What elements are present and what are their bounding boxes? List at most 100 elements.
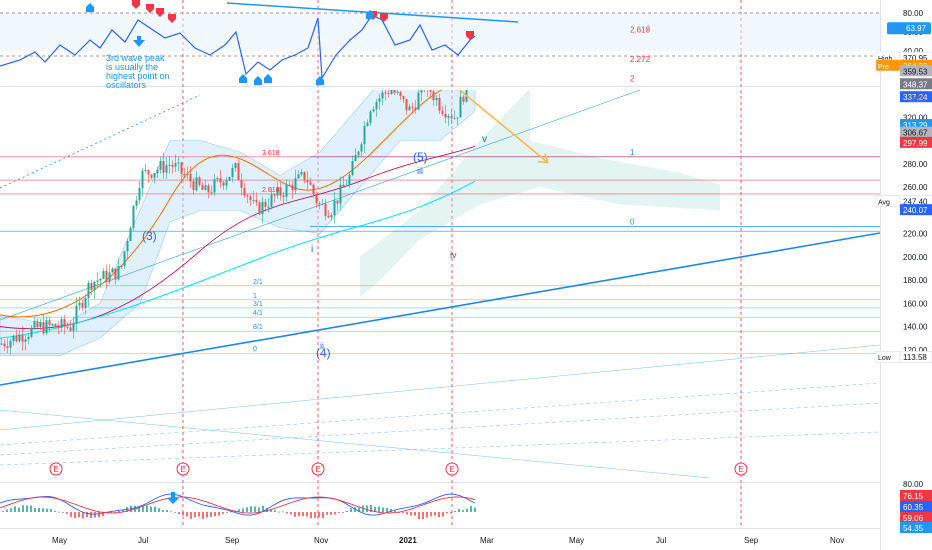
earnings-marker-circle-1	[176, 462, 190, 476]
macd-hist-6	[22, 505, 24, 512]
earnings-marker-circle-2	[311, 462, 325, 476]
macd-hist-86	[342, 512, 344, 513]
candle-body-66	[198, 177, 201, 185]
candle-body-77	[231, 167, 234, 177]
main-plot-group	[0, 90, 880, 479]
wave-label-v: v	[482, 134, 487, 145]
candle-body-131	[393, 90, 396, 93]
macd-hist-24	[94, 512, 96, 518]
time-label-5: Mar	[480, 536, 494, 545]
macd-hist-37	[146, 505, 148, 512]
candle-body-39	[117, 266, 120, 280]
candle-body-44	[132, 205, 135, 228]
macd-hist-17	[66, 512, 68, 514]
fib-label-1: 2.272	[630, 55, 651, 64]
osc-buy-marker-0	[86, 3, 94, 12]
macd-hist-8	[30, 505, 32, 512]
earnings-marker-label-4: E	[739, 465, 744, 474]
candle-body-15	[45, 320, 48, 334]
macd-badge-0	[900, 490, 932, 501]
price-tick-label-7: 280.00	[903, 160, 928, 169]
projection-arrow-line	[458, 90, 549, 164]
candle-body-35	[105, 270, 108, 282]
earnings-marker-circle-4	[734, 462, 748, 476]
candle-body-120	[360, 144, 363, 152]
candle-body-133	[399, 91, 402, 97]
time-label-2: Sep	[225, 536, 240, 545]
time-label-8: Sep	[744, 536, 759, 545]
macd-hist-64	[254, 506, 256, 512]
wave-label-4: (4)	[316, 346, 331, 360]
time-label-9: Nov	[830, 536, 844, 545]
macd-hist-26	[102, 512, 104, 517]
time-label-7: Jul	[656, 536, 666, 545]
candle-body-137	[411, 106, 414, 108]
candle-body-9	[27, 336, 30, 340]
candle-body-84	[252, 199, 255, 201]
candle-body-127	[381, 92, 384, 99]
macd-hist-19	[74, 512, 76, 518]
macd-hist-9	[34, 507, 36, 512]
candle-body-29	[87, 282, 90, 299]
macd-hist-47	[186, 512, 188, 517]
candle-body-6	[18, 334, 21, 342]
price-badge-5	[900, 119, 932, 131]
candle-body-48	[144, 169, 147, 171]
earnings-marker-label-2: E	[316, 465, 321, 474]
candle-body-144	[432, 91, 435, 101]
macd-hist-95	[378, 506, 380, 512]
candle-body-149	[447, 115, 450, 118]
candle-body-130	[390, 90, 393, 94]
macd-hist-50	[198, 512, 200, 517]
osc-sell-marker-1	[146, 4, 154, 13]
candle-body-138	[414, 107, 417, 110]
earnings-marker-label-1: E	[181, 465, 186, 474]
candle-body-139	[417, 92, 420, 110]
price-badge-value-3: 348.37	[903, 80, 928, 89]
macd-hist-60	[238, 509, 240, 512]
macd-hist-15	[58, 511, 60, 513]
macd-hist-5	[18, 507, 20, 512]
candle-body-88	[264, 201, 267, 207]
price-badge-2	[900, 65, 932, 77]
price-tick-label-5: 320.00	[903, 113, 928, 122]
candle-body-103	[309, 182, 312, 185]
osc-annotation-line3: highest point on	[106, 71, 170, 81]
osc-annotation-line1: 3rd wave peak	[106, 53, 165, 63]
gann-label-5: 0	[253, 346, 257, 353]
macd-hist-96	[382, 507, 384, 512]
candle-body-112	[336, 200, 339, 204]
earnings-marker-circle-0	[49, 462, 63, 476]
price-badge-4	[900, 91, 932, 103]
candle-body-89	[267, 206, 270, 208]
osc-buy-marker-4	[316, 76, 324, 85]
earnings-marker-label-0: E	[54, 465, 59, 474]
candle-body-41	[123, 251, 126, 266]
osc-annotation-line2: is usually the	[106, 62, 158, 72]
macd-signal-line	[0, 496, 476, 514]
candle-body-4	[12, 335, 15, 342]
macd-hist-97	[386, 508, 388, 512]
macd-hist-14	[54, 510, 56, 512]
macd-hist-74	[294, 512, 296, 517]
candle-body-70	[210, 192, 213, 194]
macd-hist-85	[338, 512, 340, 513]
price-badge-10	[899, 350, 932, 363]
macd-hist-84	[334, 512, 336, 515]
osc-current-value: 63.97	[906, 24, 927, 33]
candle-body-83	[249, 196, 252, 201]
candle-body-113	[339, 184, 342, 204]
macd-hist-22	[86, 512, 88, 518]
badge-tag-label-8: Avg	[878, 200, 890, 207]
candle-body-64	[192, 181, 195, 191]
candle-body-94	[282, 195, 285, 197]
candle-body-135	[405, 99, 408, 111]
gann-label-0: 2/1	[253, 279, 263, 286]
candle-body-67	[201, 184, 204, 190]
macd-hist-103	[410, 512, 412, 516]
candle-body-21	[63, 319, 66, 327]
candle-body-110	[330, 215, 333, 218]
candle-body-25	[75, 305, 78, 324]
macd-hist-42	[166, 509, 168, 512]
